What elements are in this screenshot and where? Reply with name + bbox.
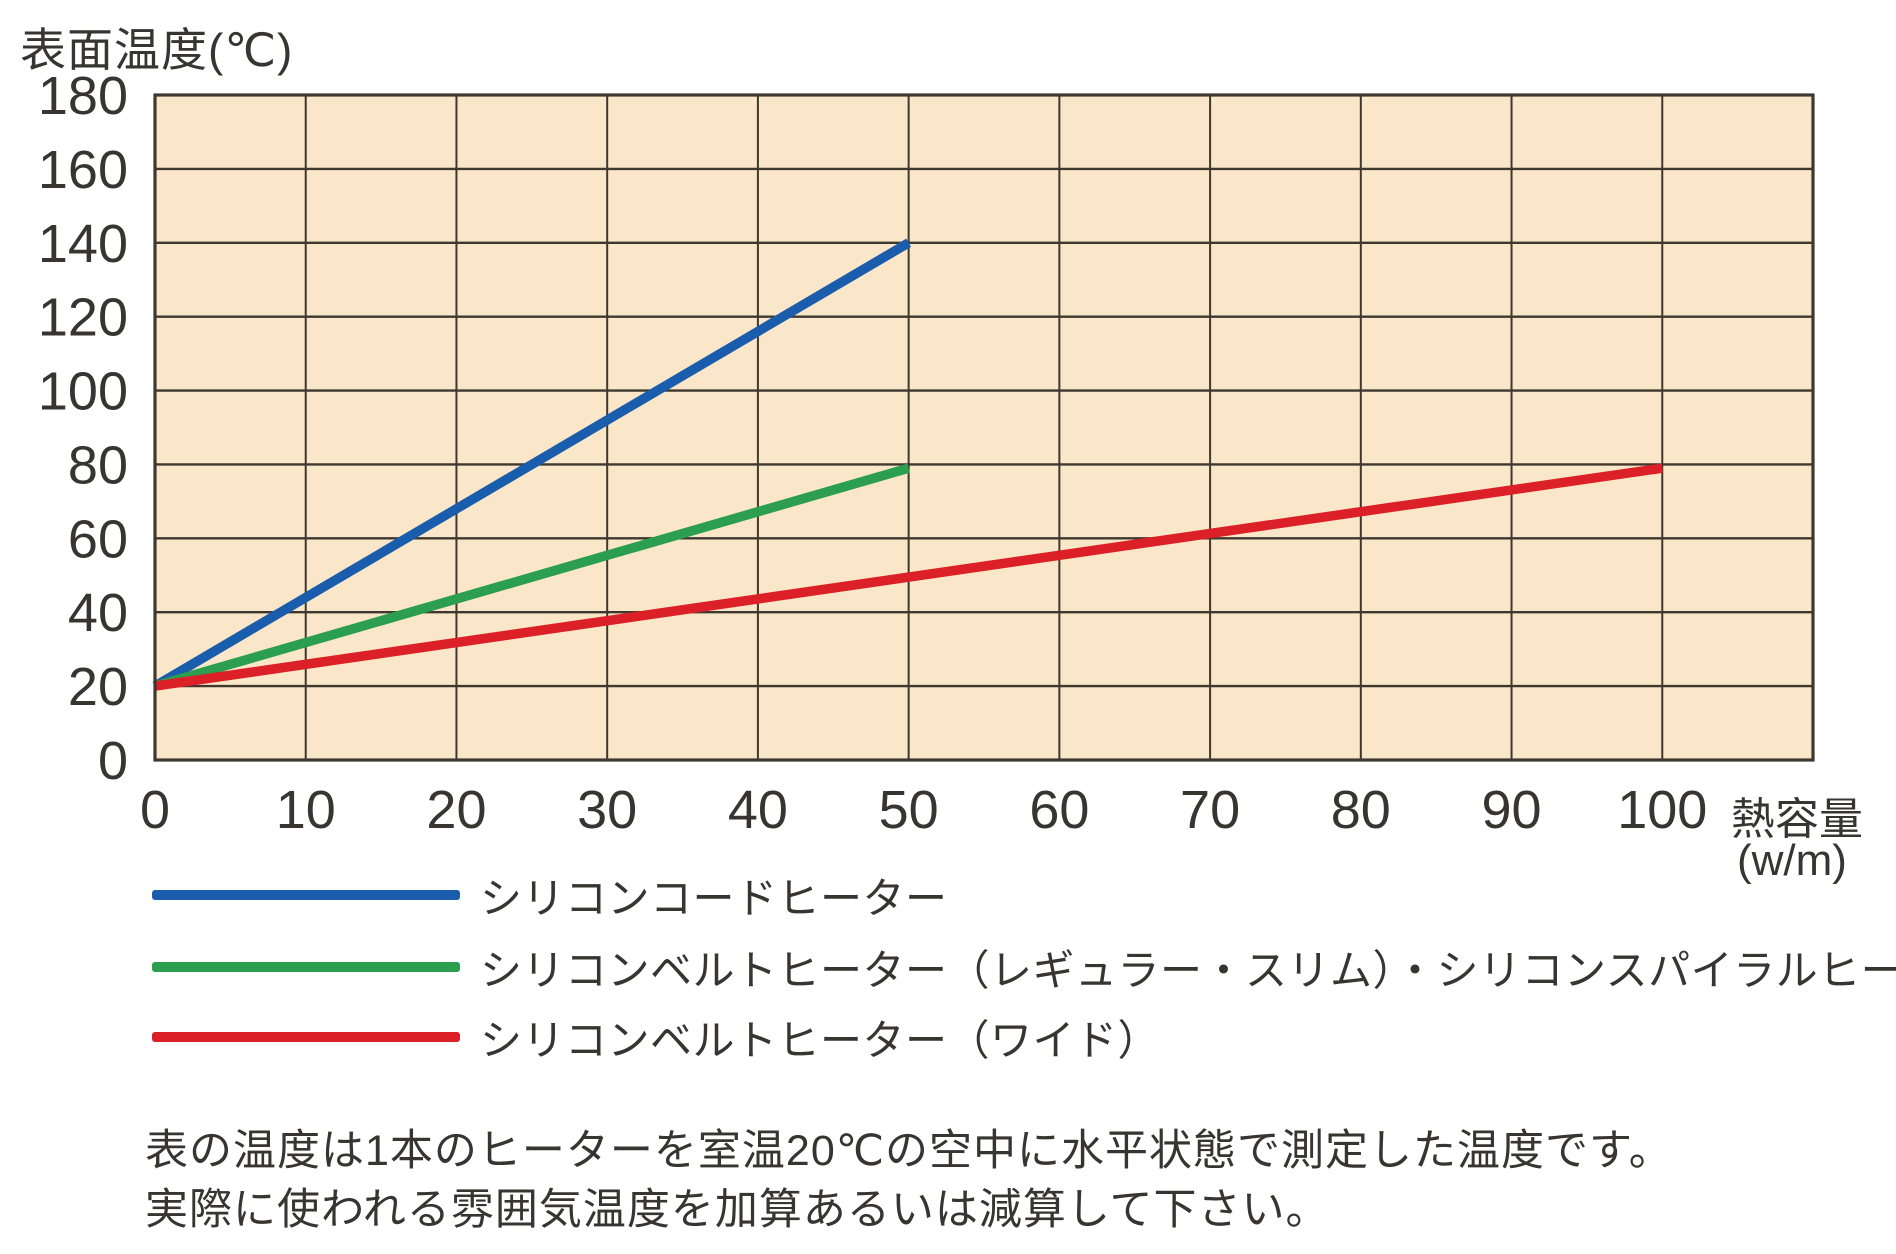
x-tick-label: 50 — [879, 780, 939, 840]
legend-label: シリコンコードヒーター — [480, 874, 948, 922]
y-tick-label: 40 — [68, 583, 128, 643]
legend-item: シリコンコードヒーター — [152, 872, 948, 922]
series-line — [154, 463, 1663, 691]
series-line — [153, 463, 910, 691]
y-tick-label: 120 — [38, 288, 128, 348]
x-tick-label: 10 — [276, 780, 336, 840]
y-tick-label: 0 — [98, 731, 128, 791]
y-tick-label: 20 — [68, 657, 128, 717]
x-tick-label: 0 — [140, 780, 170, 840]
x-tick-label: 90 — [1482, 780, 1542, 840]
legend-line-swatch — [152, 890, 460, 900]
legend-label: シリコンベルトヒーター（レギュラー・スリム）・シリコンスパイラルヒーター — [480, 946, 1896, 994]
legend-item: シリコンベルトヒーター（レギュラー・スリム）・シリコンスパイラルヒーター — [152, 944, 1896, 994]
y-tick-label: 180 — [38, 66, 128, 126]
x-tick-label: 100 — [1617, 780, 1707, 840]
legend-line-swatch — [152, 962, 460, 972]
x-tick-label: 70 — [1180, 780, 1240, 840]
y-tick-label: 80 — [68, 435, 128, 495]
note-line: 実際に使われる雰囲気温度を加算あるいは減算して下さい。 — [145, 1186, 1330, 1234]
x-axis-unit: (w/m) — [1737, 836, 1847, 885]
x-tick-label: 40 — [728, 780, 788, 840]
note-line: 表の温度は1本のヒーターを室温20℃の空中に水平状態で測定した温度です。 — [145, 1127, 1673, 1175]
x-tick-label: 20 — [426, 780, 486, 840]
y-axis-title: 表面温度(℃) — [20, 24, 294, 76]
y-tick-label: 160 — [38, 140, 128, 200]
line-chart: 0 20 40 60 80 100 120 140 160 180 0 10 20 30 40 50 60 70 8… — [38, 66, 1815, 840]
y-tick-label: 100 — [38, 362, 128, 422]
chart-notes: 表の温度は1本のヒーターを室温20℃の空中に水平状態で測定した温度です。 実際に使… — [145, 1122, 1673, 1240]
legend-line-swatch — [152, 1032, 460, 1042]
legend-item: シリコンベルトヒーター（ワイド） — [152, 1014, 1160, 1064]
plot-area — [155, 95, 1813, 760]
x-axis-title: 熱容量 — [1731, 795, 1863, 844]
x-tick-label: 80 — [1331, 780, 1391, 840]
legend-label: シリコンベルトヒーター（ワイド） — [480, 1016, 1161, 1064]
plot-border — [153, 93, 1815, 762]
y-tick-label: 60 — [68, 509, 128, 569]
x-tick-label: 60 — [1029, 780, 1089, 840]
x-tick-label: 30 — [577, 780, 637, 840]
series-line — [152, 238, 912, 691]
y-tick-label: 140 — [38, 214, 128, 274]
